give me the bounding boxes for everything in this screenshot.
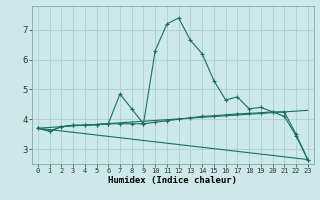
X-axis label: Humidex (Indice chaleur): Humidex (Indice chaleur) xyxy=(108,176,237,185)
